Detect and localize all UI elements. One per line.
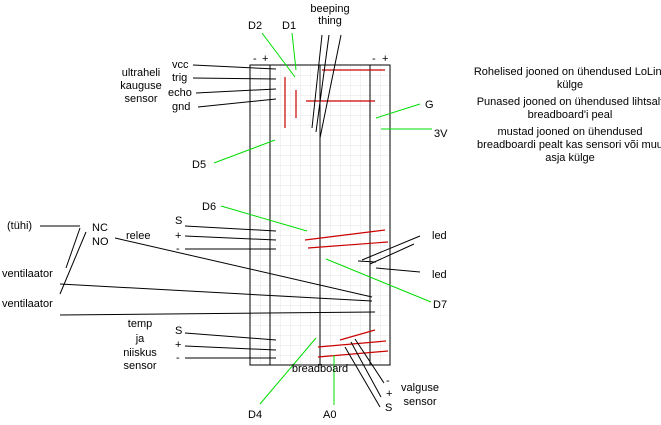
label-gnd: gnd xyxy=(172,101,190,113)
label-breadboard: breadboard xyxy=(292,363,348,375)
label-relee-minus: - xyxy=(176,243,180,255)
label-relee-s: S xyxy=(175,215,182,227)
label-valgus-2: sensor xyxy=(403,396,436,408)
label-relee-plus: + xyxy=(175,230,181,242)
label-ultrasonic-1: ultraheli xyxy=(122,67,161,79)
label-d2: D2 xyxy=(248,20,262,32)
label-trig: trig xyxy=(172,72,187,84)
label-nc: NC xyxy=(92,222,108,234)
note-black: mustad jooned on ühendused breadboardi p… xyxy=(477,126,661,164)
label-temp-3: niiskus xyxy=(123,347,157,359)
label-valgus-plus: + xyxy=(386,388,392,400)
label-temp-s: S xyxy=(175,325,182,337)
label-ultrasonic-3: sensor xyxy=(124,93,157,105)
label-rail-minus-left: - xyxy=(253,53,257,65)
label-rail-plus-left: + xyxy=(262,53,268,65)
black-wires xyxy=(40,34,421,408)
label-a0: A0 xyxy=(323,409,336,421)
label-ventilaator-2: ventilaator xyxy=(2,298,53,310)
green-wires xyxy=(213,32,432,405)
label-led-1: led xyxy=(432,230,447,242)
label-rail-minus-right: - xyxy=(372,53,376,65)
label-no: NO xyxy=(92,236,109,248)
label-d1: D1 xyxy=(282,20,296,32)
label-rail-plus-right: + xyxy=(382,53,388,65)
label-echo: echo xyxy=(168,87,192,99)
label-temp-plus: + xyxy=(175,339,181,351)
label-valgus-1: valguse xyxy=(401,382,439,394)
label-beeping-1: beeping xyxy=(310,3,349,15)
label-led-2: led xyxy=(432,269,447,281)
label-d7: D7 xyxy=(433,299,447,311)
label-3v: 3V xyxy=(434,128,448,140)
label-ventilaator-1: ventilaator xyxy=(2,268,53,280)
label-temp-1: temp xyxy=(128,318,152,330)
legend-notes: Rohelised jooned on ühendused LoLin'i kü… xyxy=(470,66,661,169)
label-d4: D4 xyxy=(248,409,262,421)
label-temp-4: sensor xyxy=(123,360,156,372)
label-vcc: vcc xyxy=(172,59,189,71)
label-g: G xyxy=(425,99,434,111)
label-beeping-2: thing xyxy=(318,15,342,27)
note-red: Punased jooned on ühendused lihtsalt bre… xyxy=(476,96,661,121)
label-d6: D6 xyxy=(202,201,216,213)
label-ultrasonic-2: kauguse xyxy=(120,80,162,92)
label-d5: D5 xyxy=(192,159,206,171)
label-relee: relee xyxy=(126,230,150,242)
note-green: Rohelised jooned on ühendused LoLin'i kü… xyxy=(473,66,661,91)
label-valgus-minus: - xyxy=(386,375,390,387)
label-tyhi: (tühi) xyxy=(7,220,32,232)
label-valgus-s: S xyxy=(385,402,392,414)
label-temp-2: ja xyxy=(135,333,145,345)
label-temp-minus: - xyxy=(176,352,180,364)
